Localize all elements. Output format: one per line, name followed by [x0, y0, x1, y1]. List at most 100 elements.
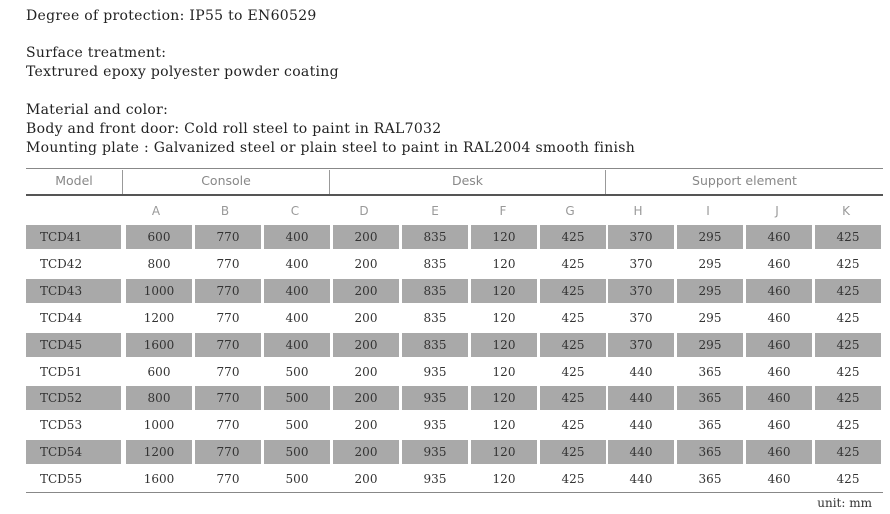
value-cell-a: 1200 [126, 440, 192, 464]
material-mounting-plate: Mounting plate : Galvanized steel or pla… [26, 140, 636, 156]
value-cell-f: 120 [471, 225, 537, 249]
value-cell-c: 400 [264, 279, 330, 303]
value-cell-j: 460 [767, 311, 791, 325]
value-cell-d: 200 [333, 440, 399, 464]
value-cell-c: 400 [285, 257, 309, 271]
model-cell: TCD45 [26, 333, 121, 357]
value-cell-g: 425 [540, 333, 606, 357]
header-divider [329, 170, 330, 194]
value-cell-d: 200 [354, 365, 378, 379]
value-cell-e: 835 [423, 257, 447, 271]
table-row: TCD41 600 770 400 200 835 120 425 370 295 460 425 [0, 225, 890, 249]
table-row: TCD51 600 770 500 200 935 120 425 440 365 460 425 [0, 360, 890, 384]
material-heading: Material and color: [26, 102, 169, 118]
value-cell-g: 425 [561, 418, 585, 432]
header-divider [122, 170, 123, 194]
value-cell-h: 370 [608, 333, 674, 357]
value-cell-b: 770 [216, 365, 240, 379]
model-cell: TCD53 [40, 418, 83, 432]
value-cell-h: 440 [629, 472, 653, 486]
value-cell-a: 1200 [143, 311, 175, 325]
value-cell-h: 440 [629, 365, 653, 379]
value-cell-j: 460 [746, 333, 812, 357]
value-cell-f: 120 [471, 333, 537, 357]
table-row: TCD44 1200 770 400 200 835 120 425 370 295 460 425 [0, 306, 890, 330]
value-cell-f: 120 [492, 418, 516, 432]
column-label-i: I [706, 204, 710, 218]
value-cell-b: 770 [216, 311, 240, 325]
value-cell-e: 935 [423, 472, 447, 486]
column-label-h: H [633, 204, 643, 218]
value-cell-a: 1600 [126, 333, 192, 357]
value-cell-h: 370 [608, 279, 674, 303]
value-cell-c: 400 [264, 225, 330, 249]
column-label-k: K [842, 204, 850, 218]
value-cell-j: 460 [746, 386, 812, 410]
table-row: TCD53 1000 770 500 200 935 120 425 440 365 460 425 [0, 413, 890, 437]
value-cell-c: 500 [285, 365, 309, 379]
value-cell-d: 200 [354, 418, 378, 432]
value-cell-c: 500 [285, 418, 309, 432]
value-cell-j: 460 [746, 440, 812, 464]
unit-note: unit: mm [817, 496, 872, 510]
value-cell-j: 460 [767, 365, 791, 379]
value-cell-h: 370 [629, 257, 653, 271]
value-cell-f: 120 [492, 365, 516, 379]
value-cell-a: 800 [126, 386, 192, 410]
table-bottom-rule [26, 492, 883, 493]
value-cell-e: 935 [402, 386, 468, 410]
value-cell-a: 1600 [143, 472, 175, 486]
value-cell-e: 835 [402, 225, 468, 249]
value-cell-b: 770 [216, 257, 240, 271]
value-cell-b: 770 [216, 472, 240, 486]
model-cell: TCD43 [26, 279, 121, 303]
value-cell-h: 440 [608, 440, 674, 464]
value-cell-d: 200 [333, 386, 399, 410]
table-row: TCD52 800 770 500 200 935 120 425 440 365 460 425 [0, 386, 890, 410]
column-label-e: E [431, 204, 439, 218]
value-cell-i: 365 [677, 440, 743, 464]
header-divider [605, 170, 606, 194]
value-cell-b: 770 [216, 418, 240, 432]
value-cell-e: 835 [423, 311, 447, 325]
value-cell-c: 400 [285, 311, 309, 325]
value-cell-g: 425 [540, 440, 606, 464]
value-cell-a: 1000 [143, 418, 175, 432]
value-cell-j: 460 [746, 279, 812, 303]
value-cell-a: 600 [126, 225, 192, 249]
value-cell-i: 295 [698, 257, 722, 271]
value-cell-b: 770 [195, 225, 261, 249]
value-cell-b: 770 [195, 279, 261, 303]
value-cell-k: 425 [836, 418, 860, 432]
value-cell-a: 1000 [126, 279, 192, 303]
model-cell: TCD54 [26, 440, 121, 464]
table-row: TCD55 1600 770 500 200 935 120 425 440 365 460 425 [0, 467, 890, 491]
value-cell-f: 120 [492, 257, 516, 271]
value-cell-j: 460 [767, 472, 791, 486]
value-cell-d: 200 [333, 279, 399, 303]
model-cell: TCD41 [26, 225, 121, 249]
value-cell-k: 425 [815, 333, 881, 357]
value-cell-g: 425 [561, 365, 585, 379]
model-cell: TCD42 [40, 257, 83, 271]
value-cell-i: 295 [677, 225, 743, 249]
value-cell-e: 835 [402, 333, 468, 357]
column-label-j: J [775, 204, 779, 218]
value-cell-k: 425 [836, 311, 860, 325]
value-cell-g: 425 [561, 472, 585, 486]
column-label-g: G [565, 204, 575, 218]
value-cell-e: 935 [423, 365, 447, 379]
value-cell-d: 200 [333, 333, 399, 357]
value-cell-f: 120 [471, 440, 537, 464]
value-cell-g: 425 [561, 257, 585, 271]
value-cell-h: 370 [629, 311, 653, 325]
table-row: TCD43 1000 770 400 200 835 120 425 370 295 460 425 [0, 279, 890, 303]
value-cell-d: 200 [333, 225, 399, 249]
value-cell-c: 500 [285, 472, 309, 486]
value-cell-j: 460 [767, 418, 791, 432]
header-model: Model [55, 173, 93, 188]
value-cell-e: 835 [402, 279, 468, 303]
value-cell-c: 500 [264, 440, 330, 464]
value-cell-h: 440 [608, 386, 674, 410]
value-cell-k: 425 [815, 225, 881, 249]
